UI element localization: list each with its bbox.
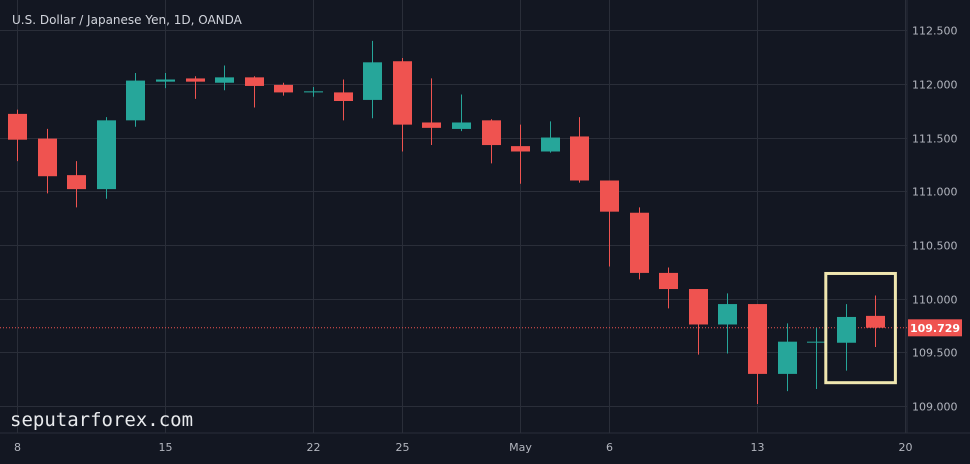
current-price-label: 109.729 bbox=[910, 322, 960, 335]
x-tick-label: 13 bbox=[751, 441, 765, 454]
candle[interactable] bbox=[541, 121, 560, 153]
candle-body bbox=[245, 77, 264, 86]
candle-body bbox=[452, 122, 471, 129]
candle[interactable] bbox=[689, 289, 708, 355]
time-axis[interactable]: 8 15 22 25 May 6 13 20 bbox=[14, 441, 913, 454]
candle[interactable] bbox=[97, 117, 116, 199]
x-tick-label: 8 bbox=[14, 441, 21, 454]
candle[interactable] bbox=[304, 87, 323, 97]
candle[interactable] bbox=[245, 76, 264, 108]
candle-body bbox=[837, 316, 856, 343]
y-tick-label: 109.000 bbox=[912, 401, 958, 414]
x-tick-label: 25 bbox=[396, 441, 410, 454]
price-axis[interactable]: 112.500 112.000 111.500 111.000 110.500 110.0… bbox=[912, 25, 958, 414]
candle-body bbox=[778, 341, 797, 374]
candle-body bbox=[363, 62, 382, 100]
y-tick-label: 111.000 bbox=[912, 186, 958, 199]
candle-body bbox=[482, 120, 501, 146]
highlight-box bbox=[824, 271, 897, 385]
candle-body bbox=[600, 180, 619, 212]
candle-body bbox=[156, 79, 175, 82]
candle-body bbox=[393, 61, 412, 125]
x-tick-label: 22 bbox=[307, 441, 321, 454]
candle[interactable] bbox=[156, 73, 175, 89]
current-price-tag-bg bbox=[908, 319, 962, 337]
candle[interactable] bbox=[570, 117, 589, 183]
candle[interactable] bbox=[38, 128, 57, 194]
candle[interactable] bbox=[274, 82, 293, 96]
x-tick-label: 15 bbox=[159, 441, 173, 454]
candle[interactable] bbox=[748, 304, 767, 404]
candle-body bbox=[541, 137, 560, 152]
candle-body bbox=[422, 122, 441, 128]
candle-body bbox=[304, 91, 323, 93]
x-tick-label: May bbox=[509, 441, 532, 454]
y-tick-label: 112.000 bbox=[912, 79, 958, 92]
candle-body bbox=[866, 315, 885, 328]
y-tick-label: 110.000 bbox=[912, 294, 958, 307]
candle-body bbox=[215, 77, 234, 83]
chart-title: U.S. Dollar / Japanese Yen, 1D, OANDA bbox=[12, 13, 243, 27]
candle[interactable] bbox=[215, 65, 234, 91]
candle[interactable] bbox=[778, 323, 797, 392]
candle[interactable] bbox=[807, 327, 826, 389]
candle[interactable] bbox=[393, 58, 412, 152]
candle-body bbox=[659, 272, 678, 290]
candle[interactable] bbox=[659, 267, 678, 309]
candle[interactable] bbox=[630, 207, 649, 280]
candle[interactable] bbox=[363, 40, 382, 119]
candle-body bbox=[186, 78, 205, 82]
x-tick-label: 6 bbox=[606, 441, 613, 454]
y-tick-label: 112.500 bbox=[912, 25, 958, 38]
candle[interactable] bbox=[600, 180, 619, 267]
candle[interactable] bbox=[511, 124, 530, 184]
candle-body bbox=[718, 304, 737, 325]
candle[interactable] bbox=[186, 76, 205, 99]
candle-body bbox=[67, 175, 86, 190]
candle[interactable] bbox=[422, 78, 441, 146]
candle-body bbox=[807, 341, 826, 343]
candle-body bbox=[570, 136, 589, 181]
candle[interactable] bbox=[8, 109, 27, 162]
candle-body bbox=[274, 84, 293, 93]
candle[interactable] bbox=[67, 161, 86, 208]
candle[interactable] bbox=[334, 79, 353, 121]
x-tick-label: 20 bbox=[899, 441, 913, 454]
y-tick-label: 110.500 bbox=[912, 240, 958, 253]
candle-body bbox=[748, 304, 767, 374]
candle-body bbox=[689, 289, 708, 325]
candle[interactable] bbox=[126, 73, 145, 127]
candle-body bbox=[97, 120, 116, 190]
current-price-tag: 109.729 bbox=[908, 319, 962, 337]
y-tick-label: 109.500 bbox=[912, 347, 958, 360]
y-tick-label: 111.500 bbox=[912, 133, 958, 146]
candles[interactable] bbox=[8, 40, 885, 404]
watermark: seputarforex.com bbox=[10, 409, 193, 431]
candle-body bbox=[8, 113, 27, 140]
candle[interactable] bbox=[718, 293, 737, 354]
candle[interactable] bbox=[837, 304, 856, 371]
candle-body bbox=[334, 92, 353, 101]
candle-body bbox=[38, 138, 57, 177]
candle-body bbox=[511, 146, 530, 152]
candle-body bbox=[126, 80, 145, 121]
candle[interactable] bbox=[482, 119, 501, 164]
candle[interactable] bbox=[452, 94, 471, 132]
candle[interactable] bbox=[866, 295, 885, 348]
candle-body bbox=[630, 212, 649, 273]
